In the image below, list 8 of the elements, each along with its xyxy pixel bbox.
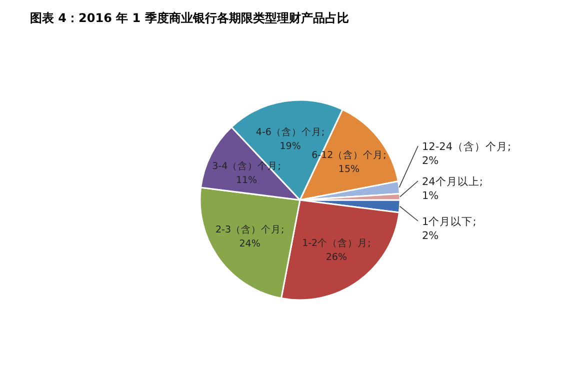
slice-label: 2-3（含）个月: [215, 224, 282, 236]
slice-label: 1-2个（含）月: [302, 238, 368, 250]
chart-title: 图表 4：2016 年 1 季度商业银行各期限类型理财产品占比: [30, 11, 349, 25]
slice-label: 12-24（含）个月: [422, 141, 508, 153]
slice-label: 1个月以下: [422, 216, 473, 228]
slice-label: 24个月以上: [422, 176, 480, 188]
slice-label: 3-4（含）个月: [212, 160, 278, 172]
slice-label: 4-6（含）个月: [256, 126, 322, 138]
